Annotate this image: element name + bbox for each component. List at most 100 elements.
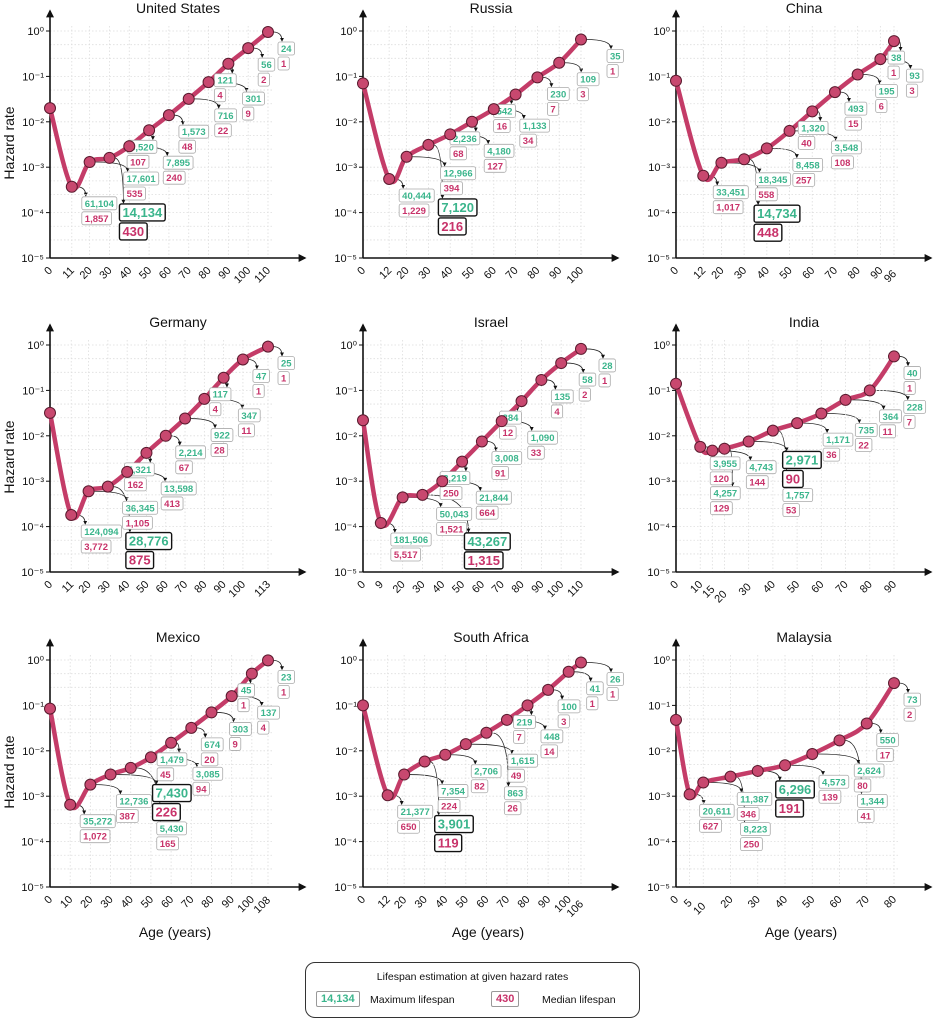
x-tick-label: 40 [119,894,136,911]
max-lifespan-label-box [214,108,237,123]
x-tick-label: 108 [252,894,273,915]
max-lifespan-label-box [491,451,523,465]
median-lifespan-label-box [214,123,232,138]
max-lifespan-label-box [854,423,878,437]
lifespan-arrow [573,671,593,682]
median-lifespan-label: 82 [474,782,485,793]
lifespan-arrow [196,727,208,738]
x-tick-label: 60 [157,265,174,282]
median-lifespan-label-box [398,203,430,218]
max-lifespan-label: 3,955 [713,459,737,470]
median-lifespan-label: 94 [196,784,207,795]
max-lifespan-label: 303 [232,724,248,735]
median-lifespan-label-box [449,146,467,161]
max-lifespan-label: 47 [256,371,267,382]
panel-title: Israel [474,314,508,330]
max-lifespan-label: 43,267 [467,534,507,549]
median-lifespan-label: 3 [909,86,914,97]
x-tick-label: 70 [823,265,840,282]
median-lifespan-label: 3 [580,90,585,101]
max-lifespan-label-box [115,794,152,809]
max-lifespan-label: 8,458 [796,160,820,171]
max-lifespan-label-box [822,432,854,447]
x-tick-label: 80 [846,265,863,282]
panel-china: China 10⁰ 10⁻¹ 10⁻² 10⁻³ 10⁻⁴ 10⁻⁵0 12 20 30 40 50 6… [647,0,933,285]
y-tick-label: 10⁻³ [22,791,44,803]
median-lifespan-label: 1,315 [467,553,500,568]
median-lifespan-label-box [237,698,250,713]
data-point [562,665,575,678]
median-lifespan-label: 22 [858,440,869,451]
median-lifespan-label-box [175,460,193,475]
median-lifespan-label: 1 [907,383,913,394]
data-point [715,156,728,169]
max-lifespan-label-box [576,72,600,87]
median-lifespan-label-box [905,83,919,98]
data-point [202,76,215,89]
max-lifespan-label: 1,344 [861,796,885,807]
x-tick-label: 30 [99,894,116,911]
max-lifespan-label-box [507,753,539,768]
data-point [828,86,841,99]
median-lifespan-label: 2 [261,75,266,86]
x-tick-label: 30 [413,894,430,911]
max-lifespan-label: 23 [281,672,292,683]
data-point [670,377,682,390]
max-lifespan-label-box [740,822,771,837]
max-lifespan-label: 181,506 [394,535,428,546]
median-lifespan-label: 17 [880,750,891,761]
x-tick-label: 30 [416,265,433,282]
median-lifespan-label: 664 [479,508,496,519]
y-tick-label: 10⁻⁴ [334,208,357,220]
x-tick-label: 12 [377,265,394,282]
lifespan-arrow [839,91,851,102]
median-lifespan-label-box [854,438,873,452]
max-lifespan-label-box [123,171,160,186]
x-tick-label: 30 [97,265,114,282]
max-lifespan-label: 26 [610,675,621,686]
lifespan-arrow [411,156,447,167]
max-lifespan-label-box [550,389,574,404]
max-lifespan-label: 347 [241,411,257,422]
x-tick-label: 20 [391,579,408,596]
max-lifespan-label-box [210,428,234,442]
median-lifespan-label: 165 [160,839,177,850]
data-point [245,667,258,680]
data-point [738,153,751,166]
data-point [555,357,568,370]
data-point [779,759,791,772]
data-point [459,738,472,751]
max-lifespan-label-box [887,50,905,65]
median-lifespan-label: 40 [801,138,812,149]
median-lifespan-label-box [118,222,148,241]
y-tick-label: 10⁻³ [648,476,670,488]
lifespan-arrow [762,770,782,781]
data-point [64,798,77,811]
max-lifespan-label-box [209,387,232,402]
max-lifespan-label-box [277,669,295,684]
median-lifespan-label: 3 [561,717,566,728]
max-lifespan-label-box [547,87,570,101]
x-tick-label: 110 [252,265,273,286]
y-tick-label: 10⁰ [27,26,44,38]
max-lifespan-label-box [237,408,261,423]
median-lifespan-label-box [540,744,558,759]
max-lifespan-label-box [782,488,814,503]
median-lifespan-label: 1,229 [402,206,426,217]
max-lifespan-label: 2,624 [857,766,881,777]
median-lifespan-label-box [503,801,522,816]
median-lifespan-label: 4 [261,723,267,734]
x-tick-label: 40 [430,579,447,596]
lifespan-arrow [486,441,498,452]
median-lifespan-label: 67 [179,463,190,474]
lifespan-arrow [862,74,882,85]
median-lifespan-label-box [436,521,467,536]
max-lifespan-label-box [710,486,741,501]
max-lifespan-label: 364 [883,412,900,423]
median-lifespan-label-box [192,781,210,796]
data-point [706,444,719,457]
median-lifespan-label-box [433,833,463,853]
data-point [806,105,819,118]
max-lifespan-label: 93 [909,71,920,82]
